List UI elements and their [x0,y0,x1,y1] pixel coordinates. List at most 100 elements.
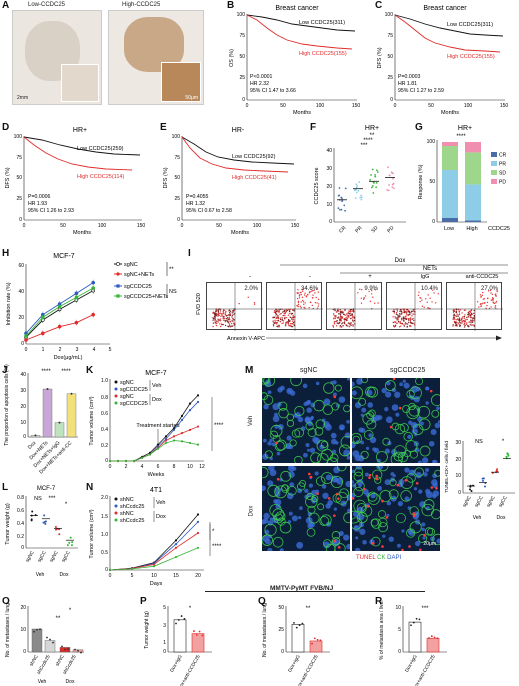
dapi-nucleus [437,420,440,424]
o-bar [44,640,56,653]
facs-event [217,318,219,320]
o-dot [67,648,69,651]
svg-text:20: 20 [326,184,332,190]
h-legend-1: sgNC [124,262,138,268]
micro-sgnc-dox [262,466,350,551]
facs-event [253,303,256,305]
facs-event [394,324,397,327]
n-point [174,546,178,549]
facs-event [221,315,223,317]
facs-event [285,323,287,325]
dapi-nucleus [419,421,424,426]
facs-event [215,313,218,315]
g-legend-pd: PD [499,180,506,186]
facs-event [403,309,406,311]
facs-event [480,295,482,298]
dapi-nucleus [345,480,350,488]
facs-event [396,322,398,325]
facs-event [227,322,230,324]
facs-event [225,318,228,320]
svg-text:40: 40 [326,148,332,154]
facs-event [219,323,221,325]
q-bars-dot [301,622,304,625]
facs-event [333,320,336,323]
facs-plot: 34.6% [266,282,323,331]
ck-cell [310,452,322,463]
facs-event [288,310,291,313]
dapi-nucleus [367,402,374,408]
facs-event [458,317,461,319]
facs-event [233,324,235,326]
facs-event [437,293,439,295]
facs-event [226,317,229,319]
ck-cell [320,440,328,448]
svg-text:2: 2 [125,464,128,470]
p-sig: * [189,606,192,612]
facs-event [231,316,233,318]
facs-event [282,311,284,313]
facs-event [492,298,494,300]
r-ylabel: % of metastasis area / liver [379,600,385,660]
c-high-label: High CCDC25(155) [447,54,495,60]
facs-event [281,316,283,319]
dapi-nucleus [395,412,400,417]
facs-event [289,320,291,322]
facs-event [221,324,223,326]
facs-event [297,305,299,308]
o-dot [80,651,82,654]
o-dot [64,648,66,651]
svg-text:0: 0 [246,103,249,109]
svg-text:8: 8 [173,464,176,470]
g-legend-pr: PR [499,162,506,168]
dapi-nucleus [352,390,357,396]
facs-event [397,321,400,323]
ihc-low-image: 2mm [12,10,102,105]
ck-cell [340,435,350,449]
ck-cell [409,521,422,534]
svg-text:25: 25 [239,75,245,81]
ck-cell [270,424,283,437]
facs-event [459,322,462,324]
k-point [156,445,160,448]
facs-event [418,291,420,293]
f-cat-3: SD [370,225,379,234]
svg-text:30: 30 [326,166,332,172]
facs-event [342,324,344,327]
facs-plot: 10.4% [386,282,443,331]
svg-text:0.4: 0.4 [17,521,24,527]
m-legend-ck: CK [377,555,386,561]
svg-text:0: 0 [105,458,108,464]
ck-cell [367,492,380,505]
k-point [164,439,168,442]
svg-text:50: 50 [278,605,284,611]
facs-event [288,312,291,315]
facs-event [351,310,354,312]
ck-cell [363,430,374,440]
facs-event [483,298,486,300]
facs-event [341,317,344,319]
facs-event [304,307,306,309]
j-cat-1: Dox [27,440,38,451]
dapi-nucleus [306,407,312,413]
panel-letter-k: K [86,365,94,376]
facs-event [412,317,414,320]
facs-event [216,320,218,322]
facs-event [273,316,276,319]
facs-event [368,290,370,293]
n-point [196,546,200,549]
svg-text:0.4: 0.4 [101,427,108,433]
facs-event [317,291,320,293]
facs-event [471,320,473,322]
panel-letter-c: C [375,0,383,11]
svg-text:20: 20 [455,457,461,463]
h-point [40,315,45,320]
dapi-nucleus [408,529,415,536]
facs-event [408,311,411,314]
facs-event [472,317,474,319]
facs-event [473,309,476,312]
svg-text:75: 75 [387,33,393,39]
svg-text:100: 100 [172,134,181,140]
facs-event [347,322,350,324]
l-dot [30,519,33,522]
tunel-signal [412,512,416,515]
